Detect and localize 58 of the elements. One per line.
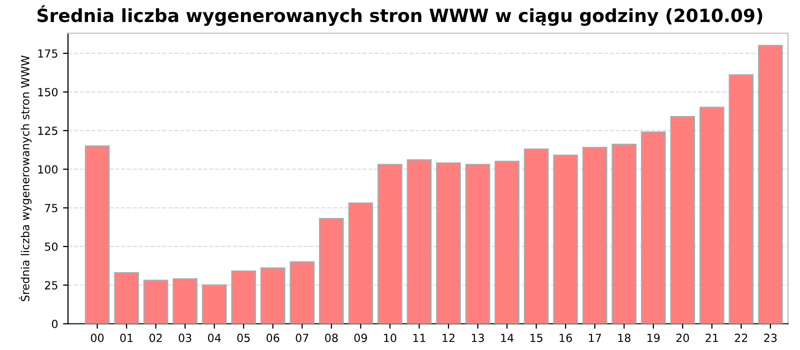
x-tick-label: 20 xyxy=(676,334,689,342)
x-tick-label: 05 xyxy=(237,334,250,342)
x-tick-label: 09 xyxy=(354,334,367,342)
x-tick-label: 00 xyxy=(90,334,104,342)
bar xyxy=(553,154,578,324)
y-tick-label: 150 xyxy=(38,88,58,96)
bar xyxy=(172,278,198,324)
x-tick-label: 03 xyxy=(178,334,192,342)
bar xyxy=(290,261,315,324)
x-tick-label: 13 xyxy=(472,334,484,342)
chart-title: Średnia liczba wygenerowanych stron WWW w ciągu godziny (2010.09) xyxy=(38,5,762,26)
x-tick-label: 12 xyxy=(442,334,454,342)
y-tick-label: 100 xyxy=(38,165,58,174)
y-tick-label: 75 xyxy=(45,204,58,212)
bar xyxy=(319,218,344,324)
bar xyxy=(202,284,227,324)
x-tick-label: 07 xyxy=(296,334,308,342)
bar xyxy=(640,131,666,324)
bar xyxy=(728,74,754,324)
bar xyxy=(231,270,256,324)
bar xyxy=(670,116,696,324)
bar xyxy=(406,159,432,324)
bar xyxy=(524,148,549,324)
x-tick-label: 01 xyxy=(120,334,133,342)
bar xyxy=(612,144,636,324)
x-tick-label: 19 xyxy=(648,334,660,342)
y-tick-label: 0 xyxy=(52,320,58,328)
bar xyxy=(114,272,139,324)
bar xyxy=(260,267,286,324)
bar xyxy=(348,202,374,324)
y-tick-label: 125 xyxy=(38,126,58,135)
bar xyxy=(494,160,520,324)
y-tick-label: 25 xyxy=(44,281,58,290)
y-axis-title: Średnia liczba wygenerowanych stron WWW xyxy=(18,55,32,302)
x-tick-label: 15 xyxy=(530,334,542,342)
bar xyxy=(378,164,402,324)
y-tick-label: 175 xyxy=(38,49,58,58)
x-tick-label: 21 xyxy=(706,334,718,342)
x-tick-label: 02 xyxy=(149,334,162,342)
x-tick-label: 14 xyxy=(501,334,514,342)
x-tick-label: 22 xyxy=(734,334,748,342)
x-tick-label: 11 xyxy=(413,334,426,342)
y-tick-label: 50 xyxy=(44,242,58,251)
bar xyxy=(582,146,608,324)
bar xyxy=(436,162,461,324)
bar xyxy=(700,106,724,324)
x-tick-label: 17 xyxy=(588,334,601,342)
bar xyxy=(84,145,110,324)
bar xyxy=(143,280,168,324)
x-tick-label: 10 xyxy=(384,334,396,342)
x-tick-label: 23 xyxy=(764,334,777,342)
x-tick-label: 18 xyxy=(618,334,630,342)
x-tick-label: 04 xyxy=(208,334,221,342)
bar xyxy=(465,164,490,324)
x-tick-label: 08 xyxy=(325,334,338,342)
x-tick-label: 16 xyxy=(560,334,572,342)
x-tick-label: 06 xyxy=(266,334,280,342)
bar xyxy=(758,44,783,324)
